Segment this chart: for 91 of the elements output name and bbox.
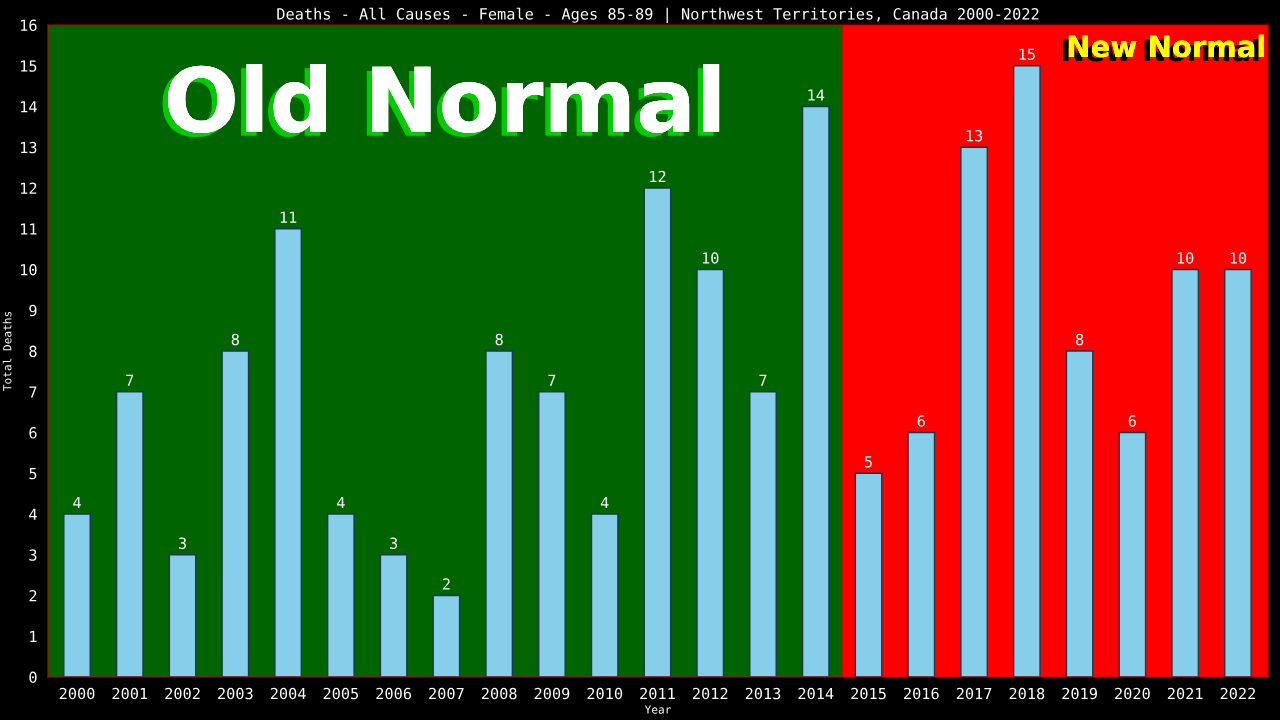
- data-label: 4: [337, 496, 345, 509]
- x-tick-label: 2015: [851, 687, 886, 700]
- data-label: 6: [1128, 415, 1136, 427]
- x-tick-label: 2008: [481, 687, 517, 700]
- data-label: 14: [808, 89, 825, 101]
- chart-title: Deaths - All Causes - Female - Ages 85-89 | Northwest Territories, Canada 2000-2022: [277, 7, 1039, 24]
- bar: [379, 554, 408, 677]
- bar: [749, 391, 777, 677]
- x-tick-label: 2004: [270, 687, 306, 700]
- x-tick-label: 2019: [1062, 687, 1097, 700]
- data-label: 6: [917, 415, 925, 427]
- x-tick-label: 2002: [165, 687, 200, 700]
- data-label: 8: [231, 333, 239, 346]
- bar: [115, 391, 144, 677]
- y-axis-title: Total Deaths: [2, 311, 12, 391]
- y-tick-label: 9: [29, 304, 37, 317]
- x-tick-label: 2022: [1220, 687, 1256, 700]
- x-tick-label: 2011: [640, 687, 675, 700]
- bar: [696, 268, 725, 677]
- bar: [1224, 268, 1252, 677]
- y-tick-label: 7: [29, 386, 37, 398]
- bar: [326, 513, 355, 677]
- bar: [960, 146, 988, 677]
- x-tick-label: 2021: [1167, 687, 1203, 700]
- data-label: 7: [548, 374, 556, 386]
- bar: [907, 431, 936, 677]
- bar: [538, 391, 566, 677]
- y-tick-label: 12: [21, 182, 37, 194]
- bar: [1012, 65, 1041, 677]
- y-tick-label: 13: [21, 141, 37, 154]
- data-label: 11: [280, 211, 297, 223]
- y-tick-label: 1: [30, 630, 37, 643]
- bar: [854, 472, 883, 677]
- data-label: 8: [1076, 333, 1084, 346]
- data-label: 13: [966, 129, 983, 142]
- y-tick-label: 16: [21, 19, 37, 32]
- data-label: 10: [1177, 252, 1194, 264]
- x-tick-label: 2000: [59, 687, 95, 700]
- bar: [643, 187, 672, 677]
- y-tick-label: 6: [29, 427, 37, 439]
- y-tick-label: 4: [29, 508, 37, 520]
- y-tick-label: 11: [21, 223, 37, 235]
- y-tick-label: 0: [29, 671, 37, 684]
- y-tick-label: 15: [21, 60, 37, 72]
- bar: [485, 350, 514, 677]
- x-tick-label: 2001: [112, 687, 148, 700]
- data-label: 10: [702, 252, 719, 264]
- x-tick-label: 2018: [1009, 687, 1045, 700]
- bar: [1065, 350, 1094, 677]
- x-tick-label: 2003: [218, 687, 253, 700]
- x-tick-label: 2007: [429, 687, 464, 700]
- x-tick-label: 2010: [587, 687, 623, 700]
- x-tick-label: 2009: [534, 687, 570, 700]
- band-label: Old Normal: [162, 64, 720, 138]
- bar: [801, 105, 830, 677]
- bar: [590, 513, 619, 677]
- data-label: 7: [759, 374, 767, 386]
- data-label: 15: [1019, 48, 1035, 61]
- data-label: 4: [600, 496, 609, 509]
- x-tick-label: 2013: [745, 687, 781, 700]
- x-tick-label: 2014: [798, 687, 834, 700]
- data-label: 10: [1230, 252, 1247, 264]
- bar: [221, 350, 250, 677]
- data-label: 7: [126, 374, 134, 386]
- y-tick-label: 8: [29, 345, 37, 358]
- bar: [168, 554, 197, 677]
- x-tick-label: 2016: [904, 687, 939, 700]
- data-label: 12: [650, 170, 666, 183]
- data-label: 3: [178, 537, 187, 550]
- x-tick-label: 2012: [692, 687, 728, 700]
- x-tick-label: 2020: [1115, 687, 1150, 700]
- data-label: 8: [495, 333, 503, 346]
- y-tick-label: 10: [21, 264, 37, 276]
- data-label: 3: [390, 537, 398, 550]
- x-tick-label: 2017: [956, 687, 992, 700]
- y-tick-label: 14: [21, 101, 37, 113]
- bar: [63, 513, 91, 677]
- bar: [274, 228, 302, 677]
- y-tick-label: 5: [29, 467, 37, 480]
- bar: [1118, 431, 1147, 677]
- data-label: 4: [73, 496, 81, 509]
- x-tick-label: 2005: [323, 687, 359, 700]
- y-tick-label: 3: [29, 549, 37, 561]
- x-axis-title: Year: [644, 705, 671, 714]
- bar: [432, 594, 461, 677]
- y-tick-label: 2: [29, 590, 37, 602]
- data-label: 2: [442, 578, 450, 590]
- x-tick-label: 2006: [376, 687, 412, 700]
- band-label: New Normal: [1063, 34, 1264, 62]
- bar: [1171, 268, 1200, 677]
- data-label: 5: [865, 456, 872, 468]
